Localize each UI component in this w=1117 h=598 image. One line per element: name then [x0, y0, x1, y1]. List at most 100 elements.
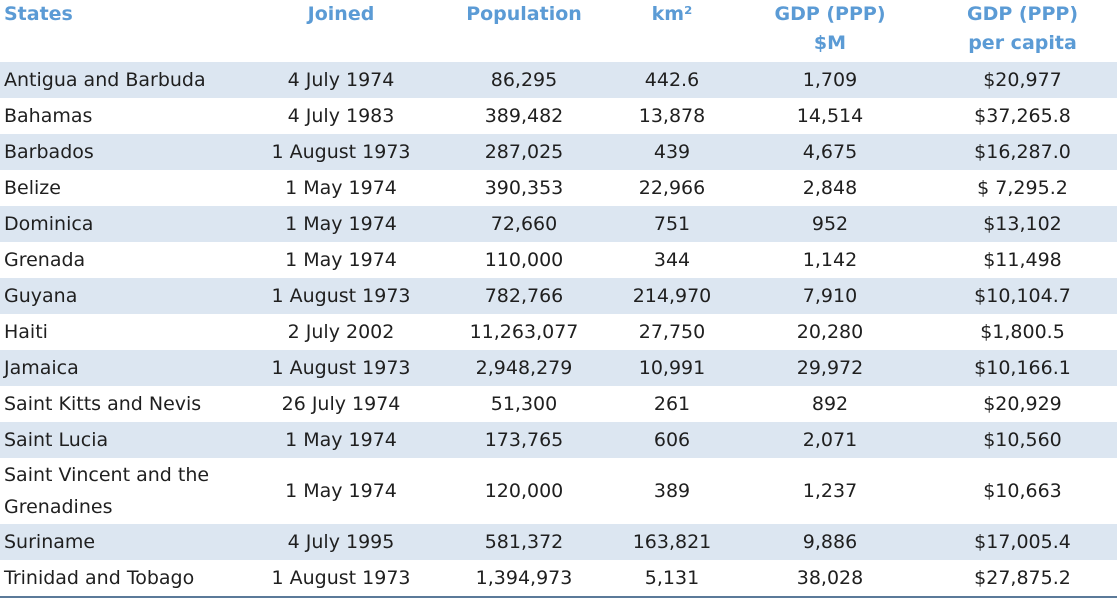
- population-cell: 120,000: [484, 480, 564, 502]
- state-cell: Grenada: [0, 249, 246, 271]
- column-header-area: km²: [612, 0, 732, 29]
- population-cell: 86,295: [490, 69, 558, 91]
- area-cell: 261: [653, 393, 691, 415]
- column-header-gdp: GDP (PPP) $M: [732, 0, 928, 58]
- table-row: Guyana 1 August 1973 782,766 214,970 7,910 $1…: [0, 278, 1117, 314]
- gdp-cell: 1,237: [802, 480, 858, 502]
- state-name-line2: Grenadines: [4, 496, 113, 518]
- joined-cell: 1 May 1974: [285, 429, 397, 451]
- state-cell: Saint Lucia: [0, 429, 246, 451]
- gdp-cell: 4,675: [802, 141, 858, 163]
- column-header-joined: Joined: [246, 0, 436, 29]
- state-cell: Haiti: [0, 321, 246, 343]
- population-cell: 51,300: [490, 393, 558, 415]
- population-cell: 110,000: [484, 249, 564, 271]
- joined-cell: 1 August 1973: [271, 357, 411, 379]
- joined-cell: 26 July 1974: [281, 393, 401, 415]
- population-cell: 1,394,973: [475, 567, 573, 589]
- population-cell: 72,660: [490, 213, 558, 235]
- area-cell: 442.6: [644, 69, 700, 91]
- table-row: Jamaica 1 August 1973 2,948,279 10,991 29,97…: [0, 350, 1117, 386]
- column-header-joined-label: Joined: [307, 3, 375, 25]
- population-cell: 2,948,279: [475, 357, 573, 379]
- joined-cell: 4 July 1995: [287, 531, 395, 553]
- gdp-cell: 1,709: [802, 69, 858, 91]
- table-row: Belize 1 May 1974 390,353 22,966 2,848 $ 7,29…: [0, 170, 1117, 206]
- gdp-cell: 38,028: [796, 567, 864, 589]
- state-name: Saint Lucia: [4, 429, 109, 451]
- population-cell: 389,482: [484, 105, 564, 127]
- column-header-states: States: [0, 0, 246, 29]
- joined-cell: 1 August 1973: [271, 567, 411, 589]
- state-name: Jamaica: [4, 357, 79, 379]
- state-cell: Saint Vincent and the Grenadines: [0, 459, 246, 523]
- state-name: Haiti: [4, 321, 48, 343]
- column-header-population: Population: [436, 0, 612, 29]
- table-body: Antigua and Barbuda 4 July 1974 86,295 442.…: [0, 62, 1117, 596]
- gdp-cell: 2,848: [802, 177, 858, 199]
- state-cell: Suriname: [0, 531, 246, 553]
- table-row: Saint Kitts and Nevis 26 July 1974 51,300 2…: [0, 386, 1117, 422]
- state-cell: Jamaica: [0, 357, 246, 379]
- table-row: Saint Vincent and the Grenadines 1 May 197…: [0, 458, 1117, 524]
- table-row: Grenada 1 May 1974 110,000 344 1,142 $11,498: [0, 242, 1117, 278]
- column-header-area-label: km²: [651, 3, 693, 25]
- area-cell: 13,878: [638, 105, 706, 127]
- population-cell: 11,263,077: [469, 321, 579, 343]
- gdp-per-capita-cell: $ 7,295.2: [977, 177, 1068, 199]
- joined-cell: 1 August 1973: [271, 285, 411, 307]
- gdp-per-capita-cell: $10,663: [983, 480, 1062, 502]
- table-row: Barbados 1 August 1973 287,025 439 4,675 $16,…: [0, 134, 1117, 170]
- joined-cell: 4 July 1983: [287, 105, 395, 127]
- population-cell: 390,353: [484, 177, 564, 199]
- joined-cell: 1 May 1974: [285, 177, 397, 199]
- state-cell: Guyana: [0, 285, 246, 307]
- table-row: Bahamas 4 July 1983 389,482 13,878 14,514 $37…: [0, 98, 1117, 134]
- state-name: Barbados: [4, 141, 94, 163]
- gdp-per-capita-cell: $10,104.7: [974, 285, 1071, 307]
- table-header-row: States Joined Population km² GDP (PPP) $…: [0, 0, 1117, 62]
- gdp-per-capita-cell: $27,875.2: [974, 567, 1071, 589]
- state-cell: Dominica: [0, 213, 246, 235]
- gdp-per-capita-cell: $16,287.0: [974, 141, 1071, 163]
- table-row: Haiti 2 July 2002 11,263,077 27,750 20,280 $1…: [0, 314, 1117, 350]
- state-cell: Barbados: [0, 141, 246, 163]
- table-row: Trinidad and Tobago 1 August 1973 1,394,97…: [0, 560, 1117, 596]
- joined-cell: 4 July 1974: [287, 69, 395, 91]
- state-cell: Bahamas: [0, 105, 246, 127]
- column-header-population-label: Population: [466, 3, 582, 25]
- joined-cell: 1 May 1974: [285, 480, 397, 502]
- state-cell: Saint Kitts and Nevis: [0, 393, 246, 415]
- state-name: Bahamas: [4, 105, 93, 127]
- area-cell: 606: [653, 429, 691, 451]
- state-name: Belize: [4, 177, 61, 199]
- gdp-per-capita-cell: $20,977: [983, 69, 1062, 91]
- gdp-cell: 20,280: [796, 321, 864, 343]
- population-cell: 581,372: [484, 531, 564, 553]
- gdp-cell: 1,142: [802, 249, 858, 271]
- gdp-per-capita-cell: $13,102: [983, 213, 1062, 235]
- gdp-per-capita-cell: $1,800.5: [980, 321, 1065, 343]
- area-cell: 22,966: [638, 177, 706, 199]
- state-name: Suriname: [4, 531, 96, 553]
- gdp-per-capita-cell: $10,166.1: [974, 357, 1071, 379]
- gdp-cell: 7,910: [802, 285, 858, 307]
- gdp-cell: 9,886: [802, 531, 858, 553]
- column-header-gdp-per-capita-line2: per capita: [968, 32, 1077, 54]
- population-cell: 287,025: [484, 141, 564, 163]
- area-cell: 163,821: [632, 531, 712, 553]
- state-cell: Antigua and Barbuda: [0, 69, 246, 91]
- gdp-cell: 2,071: [802, 429, 858, 451]
- state-cell: Trinidad and Tobago: [0, 567, 246, 589]
- state-name: Saint Kitts and Nevis: [4, 393, 202, 415]
- state-name: Antigua and Barbuda: [4, 69, 206, 91]
- state-name: Guyana: [4, 285, 78, 307]
- gdp-cell: 952: [811, 213, 849, 235]
- joined-cell: 1 May 1974: [285, 213, 397, 235]
- table-row: Antigua and Barbuda 4 July 1974 86,295 442.…: [0, 62, 1117, 98]
- gdp-cell: 892: [811, 393, 849, 415]
- column-header-gdp-line1: GDP (PPP): [774, 3, 886, 25]
- population-cell: 782,766: [484, 285, 564, 307]
- joined-cell: 1 May 1974: [285, 249, 397, 271]
